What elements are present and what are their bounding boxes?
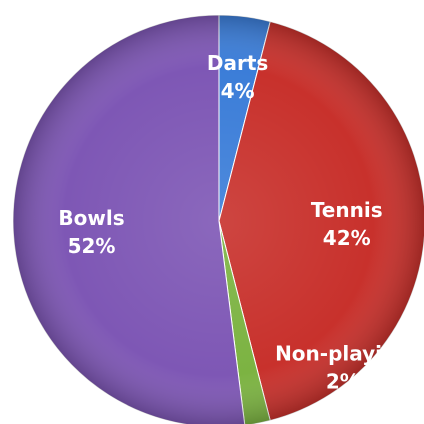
slice-value-darts: 4% [221, 79, 255, 103]
pie-labels: Darts 4% Tennis 42% Non-playing 2% Bowls 52% [58, 51, 410, 394]
slice-label-non-playing: Non-playing [275, 341, 411, 365]
slice-value-tennis: 42% [323, 226, 371, 250]
slice-value-bowls: 52% [68, 234, 116, 258]
slice-label-darts: Darts [207, 51, 268, 75]
slice-label-bowls: Bowls [58, 206, 124, 230]
pie-slice-bowls [12, 14, 246, 424]
slice-value-non-playing: 2% [326, 369, 360, 393]
slice-label-tennis: Tennis [311, 198, 383, 222]
